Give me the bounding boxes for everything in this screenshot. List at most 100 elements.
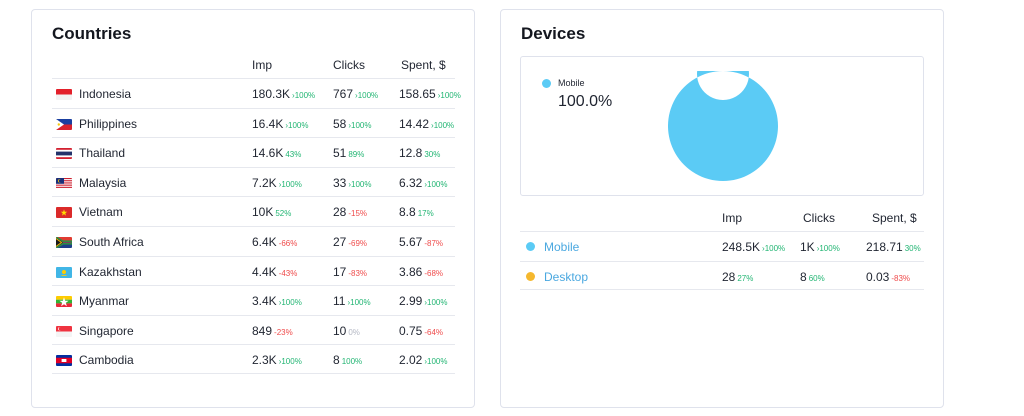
- imp-delta: ›100%: [278, 357, 302, 367]
- country-name: Indonesia: [79, 87, 132, 101]
- devices-card: Devices Mobile 100.0% Imp Clicks Spent, …: [500, 9, 944, 408]
- country-name: Philippines: [79, 116, 138, 131]
- clicks-cell: 11 ›100%: [333, 294, 371, 308]
- spent-column-header[interactable]: Spent, $: [872, 211, 917, 225]
- clicks-delta: -69%: [348, 238, 368, 248]
- imp-value: 180.3K: [252, 87, 291, 101]
- device-row[interactable]: Mobile 248.5K ›100% 1K ›100% 218.71 30%: [520, 231, 924, 261]
- countries-table-header: Imp Clicks Spent, $: [52, 58, 455, 78]
- device-color-dot: [526, 242, 535, 251]
- clicks-delta: 89%: [348, 150, 365, 160]
- clicks-cell: 8 60%: [800, 270, 825, 284]
- country-row[interactable]: Singapore 849 -23% 10 0% 0.75 -64%: [52, 314, 455, 345]
- imp-cell: 180.3K ›100%: [252, 87, 315, 101]
- clicks-cell: 767 ›100%: [333, 87, 378, 101]
- spent-value: 8.8: [399, 205, 416, 220]
- country-row[interactable]: Kazakhstan 4.4K -43% 17 -83% 3.86 -68%: [52, 255, 455, 286]
- clicks-value: 10: [333, 323, 347, 338]
- imp-delta: ›100%: [285, 120, 309, 130]
- spent-cell: 6.32 ›100%: [399, 176, 447, 190]
- mobile-legend-dot: [542, 79, 551, 88]
- clicks-column-header[interactable]: Clicks: [803, 211, 835, 225]
- clicks-cell: 28 -15%: [333, 205, 367, 219]
- spent-cell: 2.02 ›100%: [399, 353, 447, 367]
- imp-value: 6.4K: [252, 234, 277, 249]
- country-row[interactable]: Myanmar 3.4K ›100% 11 ›100% 2.99 ›100%: [52, 285, 455, 315]
- imp-cell: 4.4K -43%: [252, 265, 297, 279]
- country-row[interactable]: Philippines 16.4K ›100% 58 ›100% 14.42 ›100%: [52, 107, 455, 138]
- imp-cell: 849 -23%: [252, 324, 293, 338]
- country-name: Myanmar: [79, 294, 130, 309]
- donut-slice-mobile[interactable]: [668, 71, 778, 181]
- spent-column-header[interactable]: Spent, $: [401, 58, 446, 72]
- devices-donut-chart[interactable]: [668, 71, 778, 181]
- country-row[interactable]: Malaysia 7.2K ›100% 33 ›100% 6.32 ›100%: [52, 166, 455, 197]
- spent-cell: 218.71 30%: [866, 240, 921, 254]
- clicks-cell: 10 0%: [333, 324, 360, 338]
- spent-value: 2.99: [399, 294, 423, 309]
- imp-delta: ›100%: [278, 179, 302, 189]
- imp-delta: -66%: [278, 238, 298, 248]
- imp-column-header[interactable]: Imp: [252, 58, 273, 72]
- imp-column-header[interactable]: Imp: [722, 211, 743, 225]
- imp-value: 3.4K: [252, 294, 277, 309]
- country-row[interactable]: Vietnam 10K 52% 28 -15% 8.8 17%: [52, 196, 455, 226]
- country-name: South Africa: [79, 234, 144, 249]
- country-row[interactable]: Thailand 14.6K 43% 51 89% 12.8 30%: [52, 137, 455, 167]
- imp-value: 849: [252, 323, 273, 338]
- spent-cell: 5.67 -87%: [399, 235, 443, 249]
- clicks-column-header[interactable]: Clicks: [333, 58, 365, 72]
- imp-value: 28: [722, 269, 736, 284]
- imp-delta: -43%: [278, 268, 298, 278]
- devices-chart-panel: Mobile 100.0%: [520, 56, 924, 196]
- clicks-cell: 58 ›100%: [333, 117, 371, 131]
- country-row[interactable]: South Africa 6.4K -66% 27 -69% 5.67 -87%: [52, 225, 455, 256]
- imp-cell: 14.6K 43%: [252, 146, 301, 160]
- country-name: Thailand: [79, 146, 126, 161]
- spent-value: 218.71: [866, 240, 903, 254]
- clicks-delta: ›100%: [355, 91, 379, 100]
- country-name: Vietnam: [79, 205, 123, 220]
- clicks-cell: 27 -69%: [333, 235, 367, 249]
- spent-cell: 2.99 ›100%: [399, 294, 447, 308]
- clicks-value: 33: [333, 175, 347, 190]
- countries-table-body: Indonesia 180.3K ›100% 767 ›100% 158.65 ›100% P…: [52, 78, 461, 374]
- spent-delta: -68%: [424, 268, 444, 278]
- spent-delta: ›100%: [437, 91, 461, 100]
- spent-delta: ›100%: [424, 179, 448, 189]
- spent-value: 6.32: [399, 175, 423, 190]
- myanmar-flag-icon: [56, 296, 72, 308]
- clicks-value: 58: [333, 116, 347, 131]
- country-row[interactable]: Indonesia 180.3K ›100% 767 ›100% 158.65 ›100%: [52, 78, 461, 108]
- spent-value: 2.02: [399, 353, 423, 368]
- imp-delta: ›100%: [762, 244, 786, 253]
- device-row[interactable]: Desktop 28 27% 8 60% 0.03 -83%: [520, 260, 924, 291]
- philippines-flag-icon: [56, 118, 72, 130]
- clicks-value: 8: [333, 353, 340, 368]
- indonesia-flag-icon: [56, 89, 72, 100]
- clicks-value: 17: [333, 264, 347, 279]
- imp-cell: 248.5K ›100%: [722, 240, 785, 254]
- malaysia-flag-icon: [56, 177, 72, 189]
- device-name-link[interactable]: Desktop: [544, 269, 589, 284]
- devices-table-body: Mobile 248.5K ›100% 1K ›100% 218.71 30% Desktop…: [520, 231, 924, 291]
- legend-percent: 100.0%: [558, 93, 613, 110]
- spent-cell: 3.86 -68%: [399, 265, 443, 279]
- imp-cell: 2.3K ›100%: [252, 353, 302, 367]
- clicks-delta: 0%: [348, 327, 360, 337]
- clicks-value: 51: [333, 146, 347, 161]
- clicks-value: 1K: [800, 240, 815, 254]
- clicks-value: 27: [333, 234, 347, 249]
- country-row[interactable]: Cambodia 2.3K ›100% 8 100% 2.02 ›100%: [52, 344, 455, 374]
- devices-title: Devices: [521, 24, 586, 43]
- legend-label: Mobile: [558, 78, 585, 88]
- spent-cell: 0.03 -83%: [866, 270, 910, 284]
- kazakhstan-flag-icon: [56, 266, 72, 278]
- spent-delta: -83%: [891, 273, 911, 283]
- imp-delta: ›100%: [278, 298, 302, 308]
- clicks-cell: 33 ›100%: [333, 176, 371, 190]
- device-name-link[interactable]: Mobile: [544, 240, 580, 254]
- clicks-cell: 51 89%: [333, 146, 364, 160]
- countries-card: Countries Imp Clicks Spent, $ Indonesia 1…: [31, 9, 475, 408]
- spent-value: 3.86: [399, 264, 423, 279]
